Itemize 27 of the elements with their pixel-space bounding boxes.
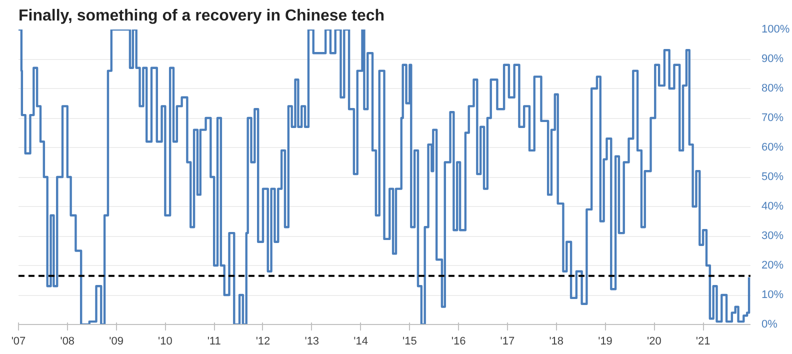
x-tick-label: '21 [696,336,710,348]
x-tick-label: '10 [158,336,172,348]
x-tick-label: '16 [451,336,466,348]
y-tick-label: 60% [762,142,784,154]
y-tick-label: 50% [762,171,784,183]
chart-title: Finally, something of a recovery in Chinese tech [18,8,385,24]
x-tick-label: '18 [549,336,564,348]
x-tick-label: '19 [598,336,612,348]
x-tick-label: '12 [256,336,270,348]
y-tick-label: 10% [762,289,784,301]
x-tick-label: '14 [354,336,368,348]
y-tick-label: 20% [762,260,784,272]
x-tick-label: '09 [109,336,124,348]
y-tick-label: 100% [762,24,790,36]
x-tick-label: '15 [402,336,417,348]
y-tick-label: 30% [762,230,784,242]
y-tick-label: 90% [762,53,784,65]
y-tick-label: 0% [762,318,778,330]
x-tick-label: '08 [60,336,75,348]
y-tick-label: 80% [762,82,784,94]
x-tick-label: '20 [647,336,662,348]
x-tick-label: '17 [500,336,515,348]
x-tick-label: '13 [304,336,320,348]
y-tick-label: 40% [762,200,784,212]
x-tick-label: '11 [207,336,221,348]
y-tick-label: 70% [762,112,784,124]
x-tick-label: '07 [11,336,26,348]
